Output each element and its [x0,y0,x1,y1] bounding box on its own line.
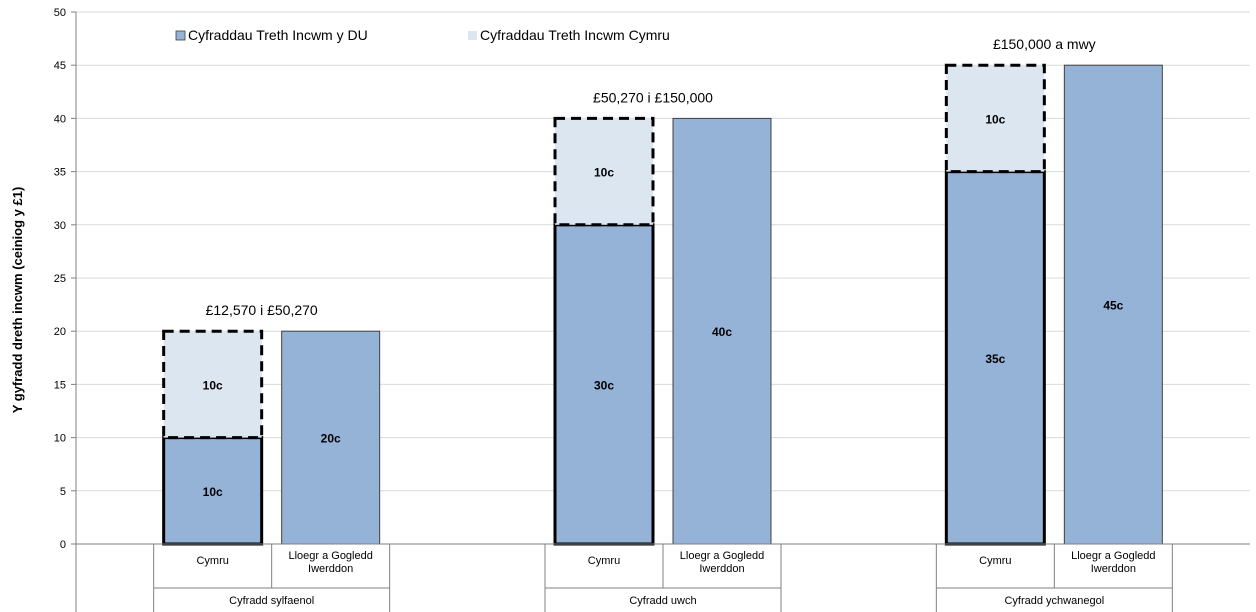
y-tick-label: 45 [54,60,66,72]
data-label-uk: 30c [594,378,614,392]
data-label-wales: 10c [985,112,1005,126]
y-tick-label: 30 [54,220,66,232]
y-tick-label: 50 [54,7,66,19]
data-label-wales: 10c [594,166,614,180]
labels: 0 5 10 15 20 25 30 35 40 45 50 10c 10c Cymru 20c Lloegr… [54,7,1156,607]
bar-wales-rate [162,329,264,440]
data-label-uk: 45c [1103,299,1123,313]
data-label-uk: 35c [985,352,1005,366]
band-label: £150,000 a mwy [993,36,1096,52]
data-label-wales: 10c [203,378,223,392]
bar-uk-rate [944,170,1046,546]
data-label-uk: 10c [203,485,223,499]
category-label: Iwerddon [308,563,353,575]
legend-swatch-wales [468,31,477,40]
y-tick-label: 25 [54,273,66,285]
group-label: Cyfradd sylfaenol [229,595,314,607]
y-tick-label: 35 [54,167,66,179]
category-label: Lloegr a Gogledd [1071,550,1155,562]
y-tick-label: 5 [60,486,66,498]
legend-label-uk: Cyfraddau Treth Incwm y DU [188,27,368,43]
y-tick-label: 10 [54,433,66,445]
y-axis-label: Y gyfradd dreth incwm (ceiniog y £1) [10,187,25,414]
gridlines [76,11,1250,492]
category-label: Cymru [588,555,620,567]
y-tick-label: 15 [54,379,66,391]
category-label: Iwerddon [1091,563,1136,575]
bars [162,63,1163,546]
y-tick-label: 0 [60,539,66,551]
data-label-uk: 40c [712,325,732,339]
category-label: Cymru [979,555,1011,567]
category-label: Cymru [196,555,228,567]
category-label: Lloegr a Gogledd [288,550,372,562]
group-label: Cyfradd ychwanegol [1004,595,1104,607]
category-label: Iwerddon [699,563,744,575]
band-label: £50,270 i £150,000 [593,89,713,105]
bar-uk-rate [672,117,772,545]
legend-swatch-uk [175,30,186,41]
bar-wales-rate [553,116,655,227]
data-label-uk: 20c [321,432,341,446]
group-label: Cyfradd uwch [629,595,696,607]
legend: Cyfraddau Treth Incwm y DU Cyfraddau Tret… [175,27,670,43]
legend-label-wales: Cyfraddau Treth Incwm Cymru [480,27,670,43]
band-label: £12,570 i £50,270 [206,302,318,318]
y-tick-label: 40 [54,113,66,125]
bar-uk-rate [553,223,655,546]
y-tick-label: 20 [54,326,66,338]
category-label: Lloegr a Gogledd [680,550,764,562]
bar-wales-rate [944,63,1046,174]
bar-uk-rate [1063,64,1163,545]
bar-uk-rate [281,330,381,545]
axes [71,11,1250,612]
